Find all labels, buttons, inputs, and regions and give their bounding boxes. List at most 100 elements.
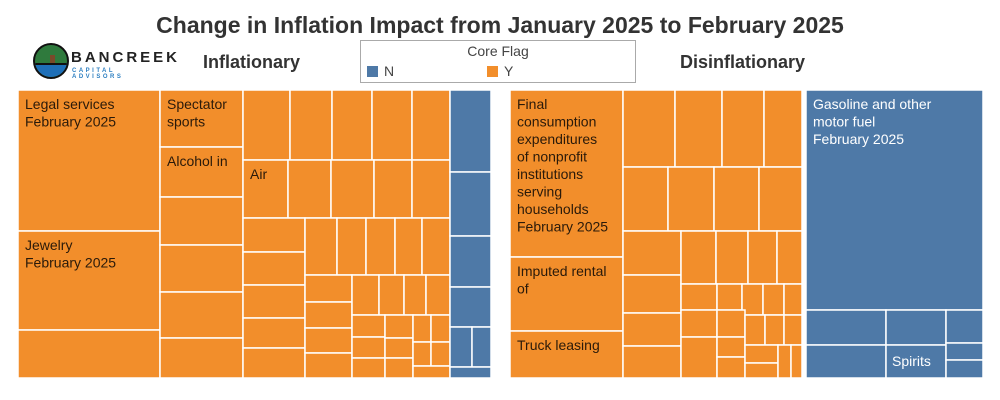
treemap-cell[interactable] [242,89,291,161]
treemap-rect-core[interactable] [159,337,244,379]
treemap-rect-core[interactable] [777,344,792,379]
treemap-cell[interactable] [758,166,803,232]
treemap-cell[interactable] [242,284,306,319]
treemap-cell[interactable] [159,196,244,246]
treemap-cell[interactable] [747,230,778,285]
treemap-rect-core[interactable] [412,365,451,379]
treemap-rect-core[interactable] [17,329,161,379]
treemap-rect-core[interactable] [242,159,289,219]
treemap-cell[interactable] [945,342,984,361]
treemap-cell[interactable] [384,337,414,359]
treemap-rect-core[interactable] [159,196,244,246]
treemap-cell[interactable] [680,230,717,285]
treemap-cell[interactable] [242,251,306,286]
treemap-cell[interactable] [716,283,743,311]
legend-item-n[interactable]: N [367,63,394,79]
treemap-rect-non-core[interactable] [945,342,984,361]
treemap-rect-core[interactable] [716,309,746,338]
treemap-cell[interactable] [744,362,779,379]
treemap-cell[interactable] [783,314,803,346]
treemap-rect-core[interactable] [384,337,414,359]
treemap-cell[interactable] [351,274,380,316]
treemap-cell[interactable]: Air [242,159,289,219]
treemap-rect-core[interactable] [378,274,405,316]
treemap-cell[interactable]: Imputed rental of [509,256,624,332]
treemap-rect-core[interactable] [351,274,380,316]
treemap-cell[interactable] [622,312,682,347]
treemap-cell[interactable] [622,230,682,276]
treemap-rect-core[interactable] [304,217,338,276]
treemap-rect-core[interactable] [242,284,306,319]
treemap-rect-core[interactable] [744,362,779,379]
treemap-rect-non-core[interactable] [805,309,887,346]
treemap-cell[interactable] [430,314,451,343]
treemap-rect-core[interactable] [242,217,306,253]
treemap-cell[interactable] [411,159,451,219]
treemap-cell[interactable] [744,344,779,364]
treemap-cell[interactable] [777,344,792,379]
treemap-rect-non-core[interactable] [885,344,947,379]
treemap-rect-core[interactable] [622,166,669,232]
treemap-rect-core[interactable] [680,336,718,379]
treemap-cell[interactable] [721,89,765,168]
treemap-cell[interactable] [680,336,718,379]
treemap-rect-non-core[interactable] [449,286,492,328]
treemap-cell[interactable]: Spirits [885,344,947,379]
treemap-rect-core[interactable] [758,166,803,232]
treemap-cell[interactable] [430,341,451,367]
treemap-cell[interactable] [622,345,682,379]
treemap-cell[interactable] [351,357,386,379]
treemap-rect-core[interactable] [622,89,676,168]
treemap-rect-core[interactable] [242,317,306,349]
treemap-rect-non-core[interactable] [805,344,887,379]
treemap-cell[interactable] [622,166,669,232]
treemap-cell[interactable] [945,309,984,344]
treemap-rect-core[interactable] [242,89,291,161]
treemap-rect-core[interactable] [680,309,718,338]
treemap-rect-core[interactable] [411,89,451,161]
treemap-rect-core[interactable] [412,341,432,367]
treemap-rect-core[interactable] [17,89,161,232]
treemap-rect-core[interactable] [721,89,765,168]
treemap-rect-core[interactable] [716,336,746,358]
treemap-cell[interactable] [351,336,386,359]
treemap-cell[interactable] [371,89,413,161]
legend-item-y[interactable]: Y [487,63,513,79]
treemap-cell[interactable] [449,326,473,368]
treemap-rect-non-core[interactable] [471,326,492,368]
treemap-cell[interactable] [287,159,332,219]
treemap-cell[interactable] [667,166,715,232]
treemap-cell[interactable] [242,347,306,379]
treemap-cell[interactable] [411,89,451,161]
treemap-rect-non-core[interactable] [449,326,473,368]
treemap-cell[interactable] [394,217,423,276]
treemap-rect-core[interactable] [159,244,244,293]
treemap-rect-core[interactable] [716,356,746,379]
treemap-cell[interactable] [805,309,887,346]
treemap-cell[interactable] [764,314,785,346]
treemap-rect-core[interactable] [509,256,624,332]
treemap-cell[interactable] [716,309,746,338]
treemap-cell[interactable] [242,317,306,349]
treemap-rect-core[interactable] [412,314,432,343]
treemap-rect-core[interactable] [403,274,427,316]
treemap-rect-core[interactable] [747,230,778,285]
treemap-rect-core[interactable] [622,312,682,347]
treemap-cell[interactable] [373,159,413,219]
treemap-rect-core[interactable] [304,301,353,329]
treemap-rect-core[interactable] [411,159,451,219]
treemap-rect-core[interactable] [351,336,386,359]
treemap-cell[interactable] [331,89,373,161]
treemap-cell[interactable] [421,217,451,276]
treemap-cell[interactable] [384,314,414,339]
treemap-cell[interactable] [304,217,338,276]
treemap-rect-core[interactable] [622,274,682,314]
treemap-rect-core[interactable] [425,274,451,316]
treemap-cell[interactable] [304,352,353,379]
treemap-rect-core[interactable] [622,345,682,379]
treemap-rect-core[interactable] [744,314,766,346]
treemap-cell[interactable] [304,327,353,354]
treemap-rect-non-core[interactable] [449,89,492,173]
treemap-rect-core[interactable] [373,159,413,219]
treemap-cell[interactable] [716,336,746,358]
